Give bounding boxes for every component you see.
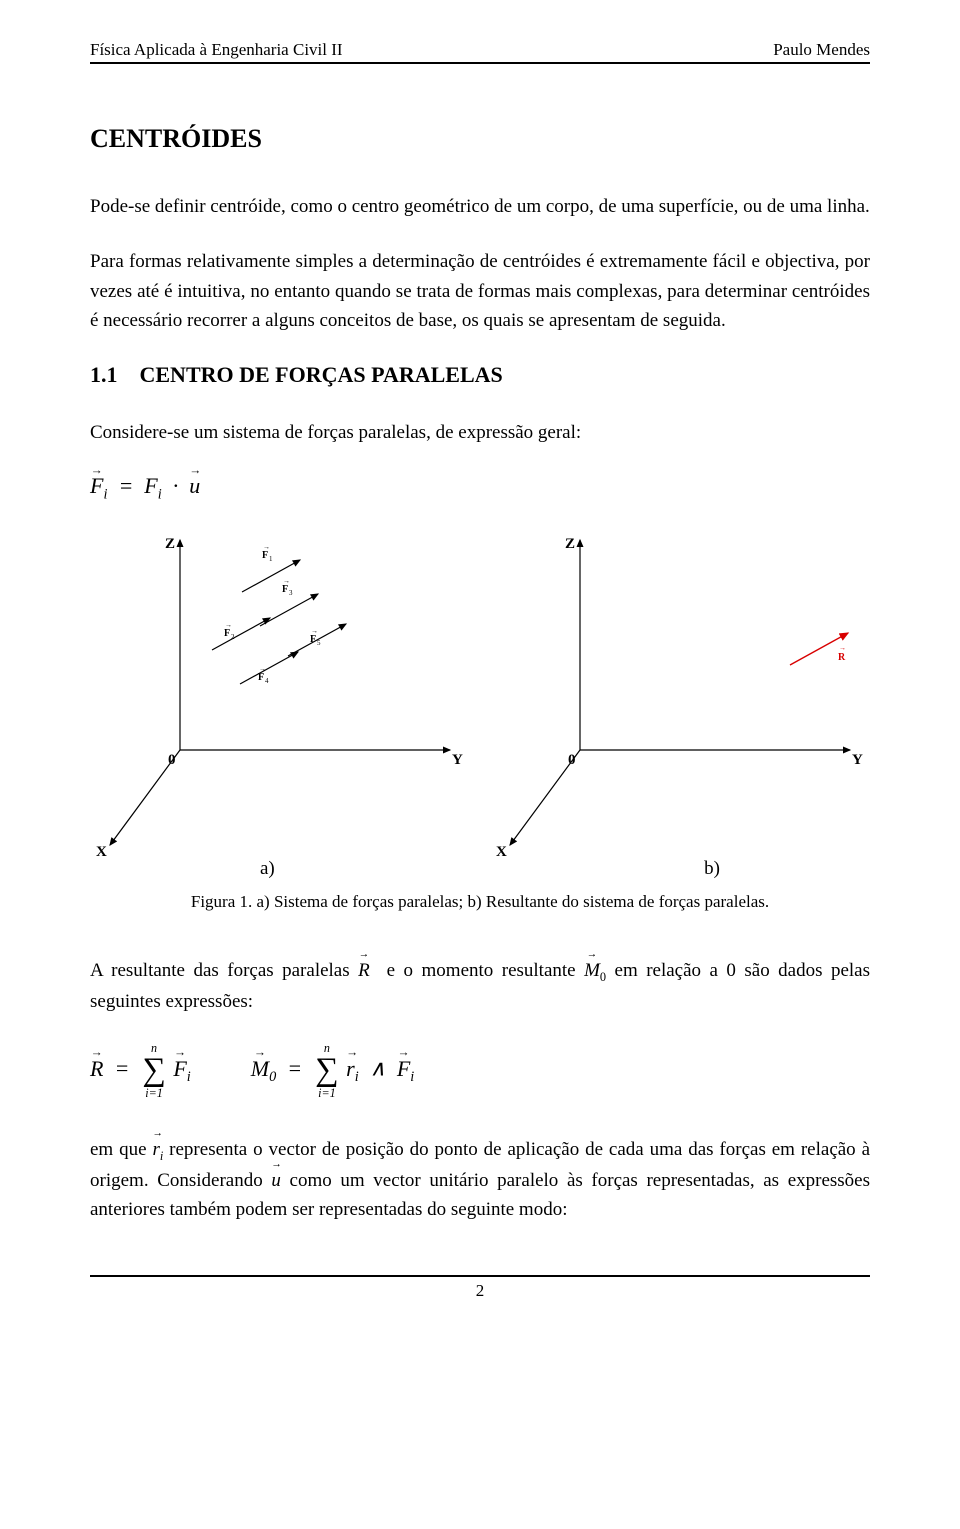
after-figure-paragraph: A resultante das forças paralelas R e o … [90, 956, 870, 1016]
eq-M: M0 = n ∑ i=1 ri ∧ Fi [251, 1042, 414, 1099]
section-heading: 1.1 CENTRO DE FORÇAS PARALELAS [90, 362, 870, 388]
svg-text:F: F [262, 550, 268, 561]
eq1-F: F [90, 473, 103, 498]
section-title: CENTRO DE FORÇAS PARALELAS [140, 362, 503, 387]
eqR-F: F [173, 1056, 186, 1081]
eq1-F-vec: F [90, 473, 103, 499]
svg-text:F: F [282, 584, 288, 595]
figure-ab-labels: a) b) [90, 858, 870, 880]
section-number: 1.1 [90, 362, 118, 387]
svg-text:5: 5 [317, 639, 321, 647]
eq1-rhs-F-sub: i [158, 487, 162, 503]
svg-text:Z: Z [165, 536, 175, 552]
eq-R: R = n ∑ i=1 Fi [90, 1042, 191, 1099]
intro-paragraph-1: Pode-se definir centróide, como o centro… [90, 192, 870, 221]
eq1-F-sub: i [103, 487, 107, 503]
equation-2: R = n ∑ i=1 Fi M0 = n ∑ i=1 ri ∧ Fi [90, 1042, 870, 1099]
eq1-u: u [189, 473, 200, 498]
header-author: Paulo Mendes [773, 40, 870, 60]
svg-text:0: 0 [168, 752, 176, 768]
svg-text:F: F [258, 672, 264, 683]
eqM-r-sub: i [355, 1069, 359, 1085]
figure-1: Z Y X 0 F1→ F3→ F2→ [90, 530, 870, 860]
page-number: 2 [476, 1281, 485, 1300]
section-lead: Considere-se um sistema de forças parale… [90, 418, 870, 447]
figure-caption: Figura 1. a) Sistema de forças paralelas… [90, 892, 870, 912]
equation-1: Fi = Fi · u [90, 473, 870, 503]
svg-text:X: X [496, 844, 507, 860]
eqM-r: r [346, 1056, 355, 1081]
svg-text:→: → [259, 665, 266, 673]
svg-text:0: 0 [568, 752, 576, 768]
svg-text:→: → [839, 644, 846, 652]
figure-label-b: b) [704, 858, 720, 880]
svg-text:→: → [311, 627, 318, 635]
intro-paragraph-2: Para formas relativamente simples a dete… [90, 247, 870, 335]
svg-text:1: 1 [269, 555, 273, 563]
svg-text:→: → [283, 577, 290, 585]
document-title: CENTRÓIDES [90, 124, 870, 154]
eqR-lhs: R [90, 1056, 103, 1081]
svg-text:F: F [224, 628, 230, 639]
eq1-rhs-F: F [144, 473, 157, 498]
svg-text:2: 2 [231, 633, 235, 641]
page-footer: 2 [90, 1275, 870, 1301]
diagram-a: Z Y X 0 F1→ F3→ F2→ [90, 530, 470, 860]
eq1-u-vec: u [189, 473, 200, 499]
closing-paragraph: em que ri representa o vector de posição… [90, 1135, 870, 1225]
eqM-F: F [397, 1056, 410, 1081]
svg-text:Y: Y [452, 752, 463, 768]
eqM-lhs-sub: 0 [269, 1069, 276, 1085]
eqR-F-sub: i [187, 1069, 191, 1085]
figure-label-a: a) [260, 858, 275, 880]
svg-text:3: 3 [289, 589, 293, 597]
header-course: Física Aplicada à Engenharia Civil II [90, 40, 343, 60]
eqM-lhs: M [251, 1056, 269, 1081]
diagram-b: Z Y X 0 R → [490, 530, 870, 860]
svg-text:Y: Y [852, 752, 863, 768]
svg-text:Z: Z [565, 536, 575, 552]
svg-text:→: → [225, 621, 232, 629]
svg-text:F: F [310, 634, 316, 645]
sum-symbol: n ∑ i=1 [142, 1042, 166, 1099]
page: Física Aplicada à Engenharia Civil II Pa… [0, 0, 960, 1331]
page-header: Física Aplicada à Engenharia Civil II Pa… [90, 40, 870, 64]
sum-bot: i=1 [145, 1087, 163, 1099]
svg-text:4: 4 [265, 677, 269, 685]
sum-symbol-2: n ∑ i=1 [315, 1042, 339, 1099]
svg-text:X: X [96, 844, 107, 860]
sum2-bot: i=1 [318, 1087, 336, 1099]
svg-text:→: → [263, 543, 270, 551]
eqM-F-sub: i [410, 1069, 414, 1085]
svg-text:R: R [838, 652, 846, 663]
